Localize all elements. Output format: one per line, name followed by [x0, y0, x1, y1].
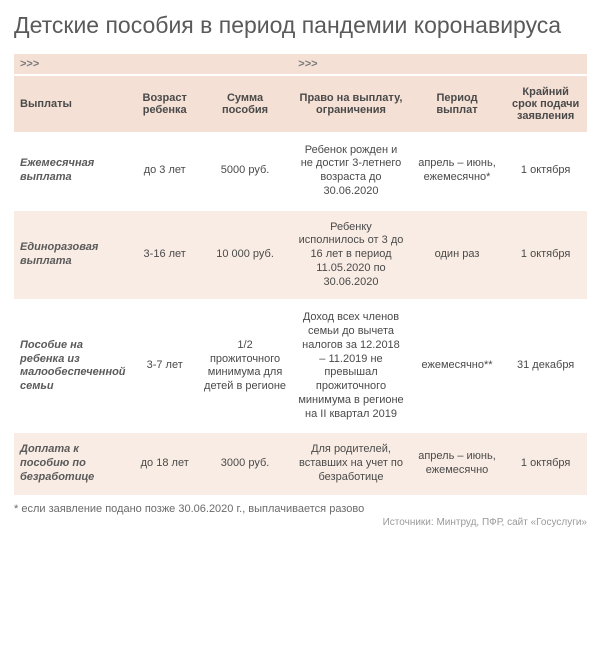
- cell-restriction: Ребенок рожден и не достиг 3-летнего воз…: [292, 133, 409, 210]
- cell-age: 3-7 лет: [132, 300, 198, 432]
- cell-amount: 10 000 руб.: [198, 210, 292, 301]
- col-header: Период выплат: [410, 75, 505, 133]
- col-header: Право на выплату, ограничения: [292, 75, 409, 133]
- cell-name: Единоразовая выплата: [14, 210, 132, 301]
- cell-deadline: 1 октября: [504, 133, 587, 210]
- cell-period: ежемесячно**: [410, 300, 505, 432]
- cell-amount: 3000 руб.: [198, 432, 292, 495]
- cell-period: один раз: [410, 210, 505, 301]
- cell-deadline: 1 октября: [504, 210, 587, 301]
- cell-age: до 18 лет: [132, 432, 198, 495]
- sources: Источники: Минтруд, ПФР, сайт «Госуслуги…: [14, 517, 587, 528]
- cell-period: апрель – июнь, ежемесячно*: [410, 133, 505, 210]
- cell-age: 3-16 лет: [132, 210, 198, 301]
- footnote: * если заявление подано позже 30.06.2020…: [14, 503, 587, 515]
- table-row: Пособие на ребенка из малообеспеченной с…: [14, 300, 587, 432]
- col-header: Выплаты: [14, 75, 132, 133]
- col-header: Крайний срок подачи заявления: [504, 75, 587, 133]
- cell-restriction: Ребенку исполнилось от 3 до 16 лет в пер…: [292, 210, 409, 301]
- cell-deadline: 31 декабря: [504, 300, 587, 432]
- cell-amount: 1/2 прожиточного минимума для детей в ре…: [198, 300, 292, 432]
- benefits-table: >>> >>> Выплаты Возраст ребенка Сумма по…: [14, 54, 587, 497]
- cell-name: Доплата к пособию по безработице: [14, 432, 132, 495]
- page-title: Детские пособия в период пандемии корона…: [14, 12, 587, 40]
- table-row: Ежемесячная выплата до 3 лет 5000 руб. Р…: [14, 133, 587, 210]
- cell-name: Пособие на ребенка из малообеспеченной с…: [14, 300, 132, 432]
- cell-name: Ежемесячная выплата: [14, 133, 132, 210]
- col-header: Сумма пособия: [198, 75, 292, 133]
- page-container: Детские пособия в период пандемии корона…: [0, 0, 601, 532]
- arrow-row: >>> >>>: [14, 54, 587, 75]
- arrow-cell-right: >>>: [292, 54, 587, 75]
- table-row: Доплата к пособию по безработице до 18 л…: [14, 432, 587, 495]
- col-header: Возраст ребенка: [132, 75, 198, 133]
- cell-restriction: Доход всех членов семьи до вычета налого…: [292, 300, 409, 432]
- cell-age: до 3 лет: [132, 133, 198, 210]
- cell-amount: 5000 руб.: [198, 133, 292, 210]
- header-row: Выплаты Возраст ребенка Сумма пособия Пр…: [14, 75, 587, 133]
- cell-deadline: 1 октября: [504, 432, 587, 495]
- arrow-cell-left: >>>: [14, 54, 292, 75]
- table-row: Единоразовая выплата 3-16 лет 10 000 руб…: [14, 210, 587, 301]
- cell-restriction: Для родителей, вставших на учет по безра…: [292, 432, 409, 495]
- cell-period: апрель – июнь, ежемесячно: [410, 432, 505, 495]
